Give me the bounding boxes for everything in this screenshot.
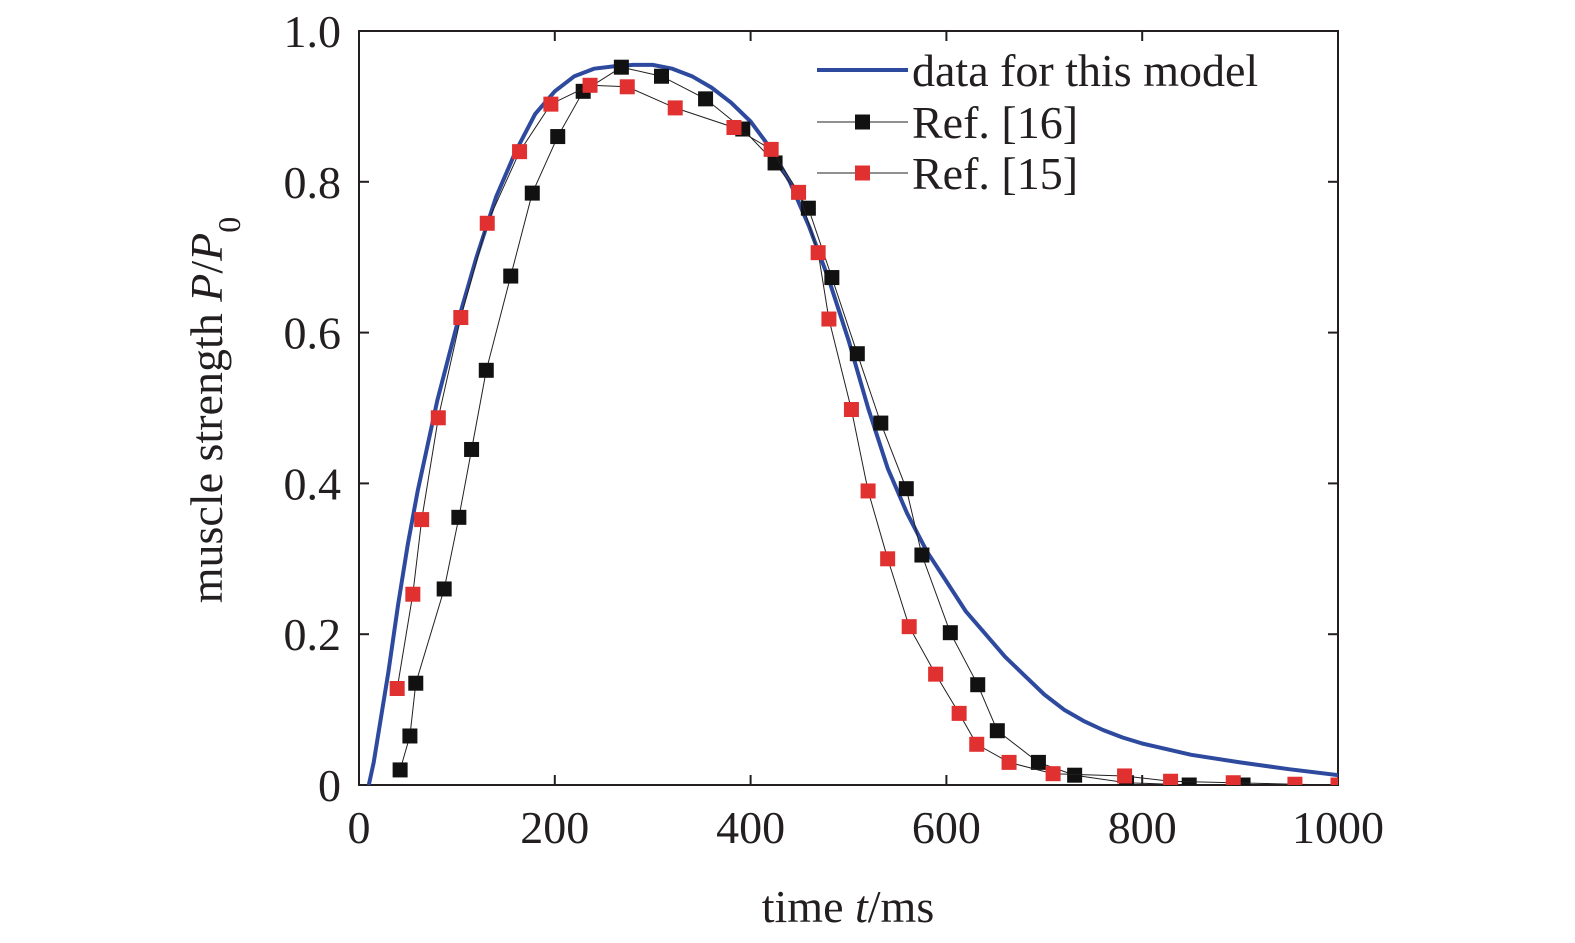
legend-label: Ref. [15] [912, 148, 1078, 199]
legend-swatch-marker [855, 165, 870, 181]
data-point [970, 677, 986, 693]
data-point [849, 346, 865, 362]
data-point [1117, 768, 1133, 784]
data-point [405, 586, 421, 602]
data-point [392, 762, 408, 778]
data-point [1001, 754, 1017, 770]
legend-item-2: Ref. [16] [817, 97, 1078, 148]
series-3 [389, 77, 1338, 785]
series-line [366, 62, 1338, 785]
data-point [1181, 777, 1197, 785]
legend-label: data for this model [912, 45, 1258, 96]
data-point [1067, 767, 1083, 783]
series-1 [366, 62, 1338, 785]
data-point [1045, 766, 1061, 782]
data-point [763, 141, 779, 157]
x-tick-label: 0 [348, 802, 371, 853]
data-point [582, 77, 598, 93]
y-tick-label: 0.4 [284, 458, 342, 509]
data-point [767, 155, 783, 171]
x-axis-title: time t/ms [762, 881, 935, 932]
y-tick-label: 0 [318, 760, 341, 811]
y-tick-label: 0.8 [284, 157, 342, 208]
data-point [408, 675, 424, 691]
data-point [914, 547, 930, 563]
x-tick-label: 1000 [1292, 802, 1384, 853]
data-point [1225, 775, 1241, 785]
data-point [969, 736, 985, 752]
x-tick-label: 600 [912, 802, 981, 853]
data-point [800, 200, 816, 216]
data-point [860, 483, 876, 499]
legend-label: Ref. [16] [912, 97, 1078, 148]
plot-border [358, 30, 1339, 786]
plot-area [366, 59, 1338, 785]
data-point [402, 728, 418, 744]
x-tick-label: 200 [520, 802, 589, 853]
data-point [414, 512, 430, 528]
data-point [951, 705, 967, 721]
y-axis: 0 0.2 0.4 0.6 0.8 1.0 [284, 6, 1338, 811]
series-line [399, 66, 1243, 785]
data-point [1030, 754, 1046, 770]
data-point [843, 402, 859, 418]
data-point [821, 311, 837, 327]
data-point [928, 666, 944, 682]
data-point [453, 310, 469, 326]
data-point [989, 723, 1005, 739]
x-tick-label: 800 [1108, 802, 1177, 853]
data-point [1235, 777, 1251, 785]
data-point [901, 619, 917, 635]
data-point [389, 680, 405, 696]
data-point [698, 91, 714, 107]
x-tick-label: 400 [716, 802, 785, 853]
plot-frame [358, 30, 1339, 786]
data-point [550, 129, 566, 145]
series-2 [392, 59, 1251, 785]
data-point [1287, 776, 1303, 785]
data-point [898, 481, 914, 497]
data-point [873, 415, 889, 431]
data-point [619, 79, 635, 95]
y-tick-label: 0.6 [284, 308, 342, 359]
data-point [543, 96, 559, 112]
data-point [430, 410, 446, 426]
data-point [942, 625, 958, 641]
series-line [396, 84, 1338, 785]
data-point [726, 120, 742, 136]
data-point [464, 441, 480, 457]
data-point [654, 68, 670, 84]
data-point [436, 581, 452, 597]
data-point [613, 59, 629, 75]
y-tick-label: 0.2 [284, 609, 342, 660]
data-point [478, 362, 494, 378]
data-point [791, 184, 807, 200]
legend-item-3: Ref. [15] [817, 148, 1078, 199]
data-point [1330, 777, 1338, 785]
data-point [503, 268, 519, 284]
data-point [479, 215, 495, 231]
data-point [512, 144, 528, 160]
data-point [810, 245, 826, 261]
data-point [524, 185, 540, 201]
data-point [667, 100, 683, 116]
data-point [880, 551, 896, 567]
legend-item-1: data for this model [817, 45, 1258, 96]
legend-swatch-marker [855, 114, 870, 130]
y-tick-label: 1.0 [284, 6, 342, 57]
data-point [451, 509, 467, 525]
x-axis: 0 200 400 600 800 1000 [348, 31, 1384, 853]
y-axis-title: muscle strength P/P0 [181, 217, 247, 604]
data-point [824, 270, 840, 286]
data-point [1163, 773, 1179, 785]
